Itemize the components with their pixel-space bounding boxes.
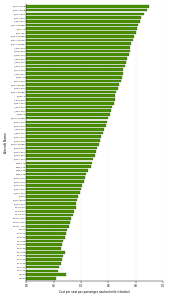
- Bar: [26, 210, 74, 212]
- Bar: [26, 53, 129, 56]
- Bar: [26, 117, 108, 119]
- Bar: [26, 91, 116, 93]
- Bar: [26, 57, 127, 60]
- Bar: [26, 158, 93, 160]
- Bar: [26, 184, 82, 187]
- Bar: [26, 98, 115, 101]
- Bar: [26, 202, 76, 205]
- Bar: [26, 50, 130, 52]
- Bar: [26, 120, 107, 123]
- Bar: [26, 24, 138, 26]
- Bar: [26, 31, 136, 34]
- Bar: [26, 269, 58, 272]
- Bar: [26, 162, 92, 164]
- Bar: [26, 105, 112, 108]
- Bar: [26, 61, 126, 63]
- Bar: [26, 65, 125, 67]
- X-axis label: Cost per seat per passenger nautical mile (relative): Cost per seat per passenger nautical mil…: [59, 290, 130, 294]
- Bar: [26, 180, 84, 183]
- Bar: [26, 109, 111, 112]
- Bar: [26, 191, 80, 194]
- Bar: [26, 72, 123, 75]
- Bar: [26, 236, 65, 239]
- Bar: [26, 143, 99, 145]
- Bar: [26, 68, 123, 71]
- Bar: [26, 206, 76, 209]
- Bar: [26, 243, 62, 246]
- Bar: [26, 277, 56, 280]
- Bar: [26, 266, 59, 268]
- Bar: [26, 254, 63, 257]
- Bar: [26, 102, 114, 105]
- Bar: [26, 76, 122, 78]
- Bar: [26, 113, 110, 116]
- Bar: [26, 229, 67, 231]
- Bar: [26, 124, 106, 127]
- Bar: [26, 46, 130, 49]
- Bar: [26, 13, 144, 15]
- Bar: [26, 214, 73, 216]
- Bar: [26, 221, 70, 224]
- Bar: [26, 94, 115, 97]
- Bar: [26, 5, 149, 8]
- Bar: [26, 154, 95, 157]
- Bar: [26, 176, 85, 179]
- Bar: [26, 139, 100, 142]
- Bar: [26, 273, 66, 276]
- Bar: [26, 195, 78, 198]
- Bar: [26, 16, 141, 19]
- Bar: [26, 128, 104, 131]
- Bar: [26, 262, 61, 265]
- Bar: [26, 258, 62, 261]
- Bar: [26, 217, 71, 220]
- Bar: [26, 240, 63, 242]
- Bar: [26, 199, 77, 201]
- Bar: [26, 173, 87, 175]
- Bar: [26, 251, 65, 254]
- Y-axis label: Aircraft Name: Aircraft Name: [4, 132, 8, 153]
- Bar: [26, 187, 81, 190]
- Bar: [26, 247, 61, 250]
- Bar: [26, 80, 120, 82]
- Bar: [26, 169, 88, 172]
- Bar: [26, 87, 118, 90]
- Bar: [26, 27, 137, 30]
- Bar: [26, 232, 66, 235]
- Bar: [26, 135, 101, 138]
- Bar: [26, 35, 134, 38]
- Bar: [26, 150, 96, 153]
- Bar: [26, 165, 91, 168]
- Bar: [26, 147, 97, 149]
- Bar: [26, 132, 103, 134]
- Bar: [26, 225, 69, 227]
- Bar: [26, 9, 147, 11]
- Bar: [26, 38, 133, 41]
- Bar: [26, 20, 140, 23]
- Bar: [26, 83, 119, 86]
- Bar: [26, 42, 131, 45]
